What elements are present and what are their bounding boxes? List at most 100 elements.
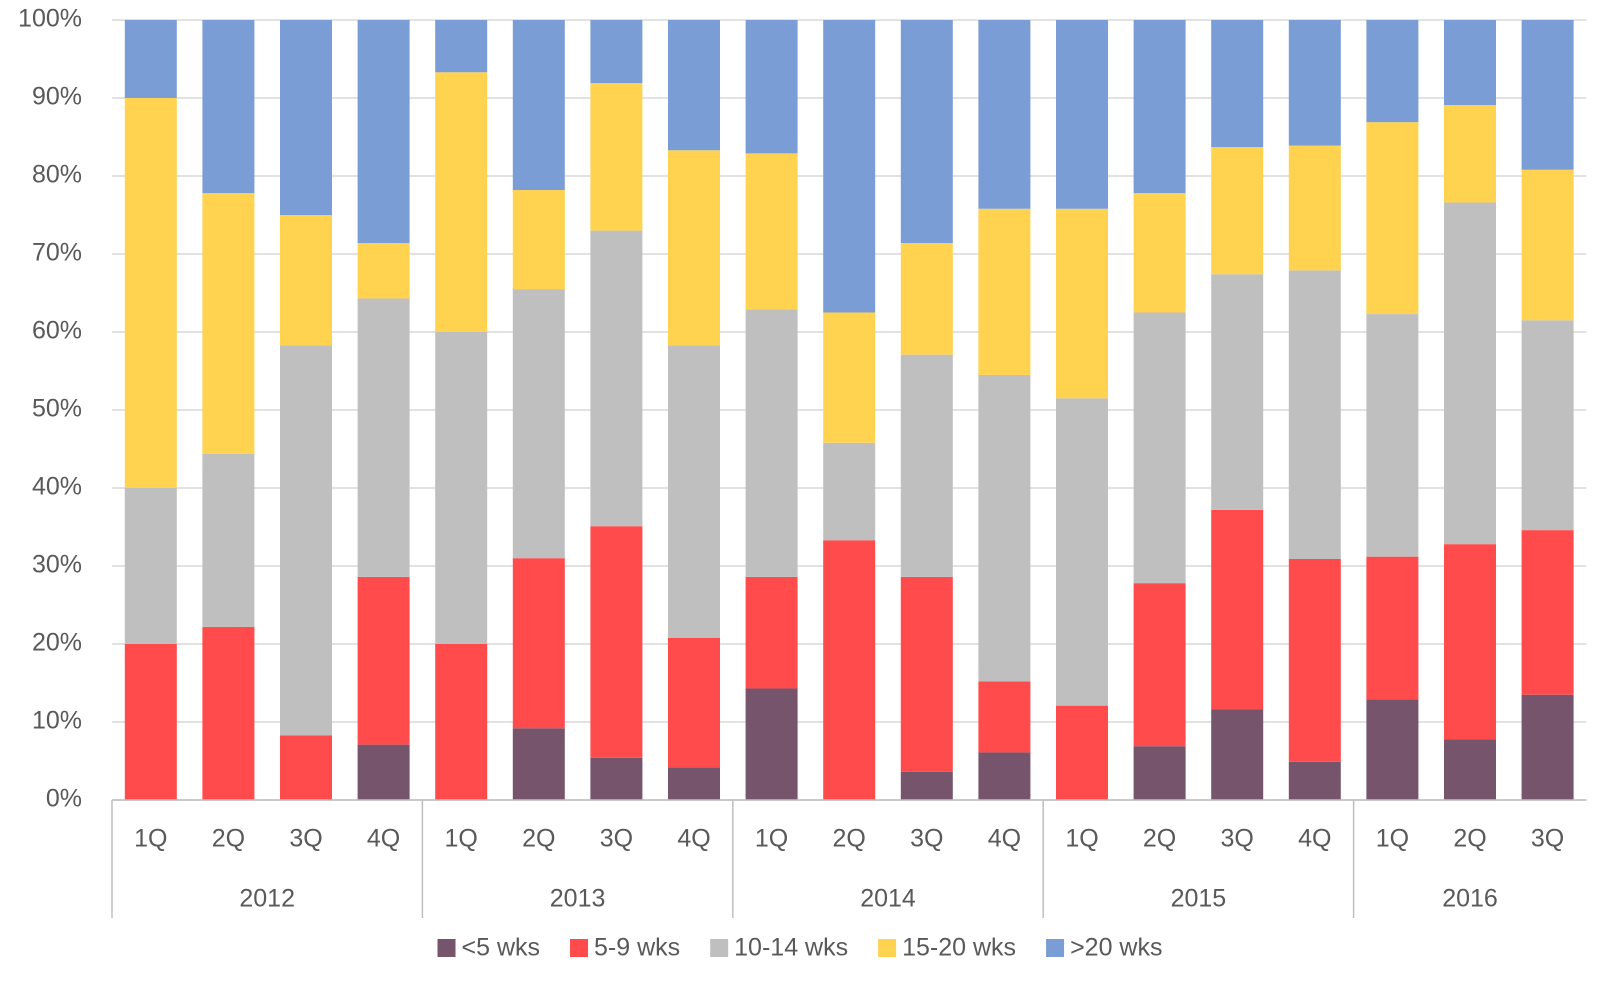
bar-segment	[590, 526, 643, 758]
bar-segment	[435, 644, 488, 800]
bar-segment	[357, 243, 410, 299]
bar-segment	[1133, 746, 1186, 800]
group-label: 2016	[1442, 885, 1498, 913]
y-tick-label: 20%	[32, 629, 82, 657]
bar-segment	[900, 771, 953, 800]
y-tick-label: 80%	[32, 161, 82, 189]
y-tick-label: 70%	[32, 239, 82, 267]
bar-segment	[1366, 20, 1419, 123]
bar-segment	[1444, 739, 1496, 800]
bar-segment	[1211, 274, 1264, 510]
x-tick-label: 2Q	[833, 825, 866, 853]
bar-segment	[512, 190, 565, 290]
bar-segment	[357, 576, 410, 745]
y-tick-label: 40%	[32, 473, 82, 501]
bar-segment	[1211, 509, 1264, 710]
y-tick-label: 10%	[32, 707, 82, 735]
bar-segment	[1288, 270, 1341, 559]
bar-segment	[745, 20, 798, 154]
bar-segment	[1444, 202, 1496, 545]
bar-segment	[590, 83, 643, 231]
bar-segment	[1521, 530, 1574, 695]
bar-segment	[124, 98, 177, 488]
legend-label: 10-14 wks	[734, 934, 848, 962]
legend-label: <5 wks	[462, 934, 541, 962]
x-tick-label: 2Q	[1143, 825, 1176, 853]
bar-segment	[1056, 398, 1108, 706]
bar-segment	[1366, 122, 1419, 315]
bar-segment	[512, 558, 565, 729]
bar-segment	[745, 688, 798, 800]
y-tick-label: 0%	[46, 785, 82, 813]
bar-segment	[124, 488, 177, 644]
bar-segment	[512, 728, 565, 800]
bar-segment	[124, 644, 177, 800]
bar-segment	[1056, 705, 1108, 800]
bar-segment	[1211, 147, 1264, 275]
bar-segment	[512, 289, 565, 559]
bar-segment	[745, 309, 798, 577]
bar-segment	[668, 345, 720, 638]
bar-segment	[1444, 544, 1496, 740]
legend-swatch	[710, 939, 729, 957]
x-tick-label: 1Q	[1065, 825, 1098, 853]
x-tick-label: 4Q	[677, 825, 710, 853]
bar-segment	[978, 374, 1031, 682]
bar-segment	[202, 453, 255, 627]
bar-segment	[435, 20, 488, 73]
y-tick-label: 100%	[18, 5, 82, 33]
bar-segment	[668, 150, 720, 346]
bar-segment	[280, 215, 332, 346]
bar-segment	[1288, 145, 1341, 271]
bar-segment	[978, 681, 1031, 753]
bar-segment	[978, 752, 1031, 800]
legend-label: >20 wks	[1070, 934, 1162, 962]
bar-segment	[280, 20, 332, 215]
bar-segment	[512, 20, 565, 191]
bar-segment	[823, 20, 876, 313]
bar-segment	[124, 20, 177, 98]
x-tick-label: 3Q	[600, 825, 633, 853]
bar-segment	[357, 744, 410, 800]
bar-segment	[1133, 20, 1186, 194]
bar-segment	[900, 576, 953, 772]
bar-segment	[435, 72, 488, 332]
bar-segment	[280, 735, 332, 800]
x-tick-label: 1Q	[1376, 825, 1409, 853]
y-tick-label: 60%	[32, 317, 82, 345]
bar-segment	[900, 243, 953, 355]
bar-segment	[357, 20, 410, 244]
x-tick-label: 2Q	[522, 825, 555, 853]
x-tick-label: 2Q	[1453, 825, 1486, 853]
bar-segment	[1133, 312, 1186, 584]
bar-segment	[1288, 20, 1341, 146]
legend-swatch	[1046, 939, 1065, 957]
bar-segment	[1521, 694, 1574, 800]
bar-segment	[1521, 20, 1574, 170]
bar-segment	[1056, 20, 1108, 209]
bar-segment	[1521, 169, 1574, 321]
bar-segment	[1056, 208, 1108, 399]
x-tick-label: 4Q	[367, 825, 400, 853]
bar-segment	[590, 757, 643, 800]
y-tick-label: 30%	[32, 551, 82, 579]
group-label: 2012	[239, 885, 295, 913]
legend-swatch	[437, 939, 456, 957]
legend-label: 5-9 wks	[594, 934, 680, 962]
group-label: 2014	[860, 885, 916, 913]
bar-segment	[900, 20, 953, 244]
bar-segment	[590, 230, 643, 527]
x-tick-label: 1Q	[134, 825, 167, 853]
bar-segment	[745, 576, 798, 689]
bar-segment	[823, 540, 876, 800]
bar-segment	[435, 332, 488, 644]
bar-segment	[668, 767, 720, 800]
bar-segment	[1133, 193, 1186, 313]
bar-segment	[668, 20, 720, 151]
bar-segment	[1521, 320, 1574, 531]
legend-swatch	[878, 939, 897, 957]
bar-segment	[1444, 20, 1496, 106]
bar-segment	[745, 153, 798, 310]
bar-segment	[1288, 558, 1341, 762]
